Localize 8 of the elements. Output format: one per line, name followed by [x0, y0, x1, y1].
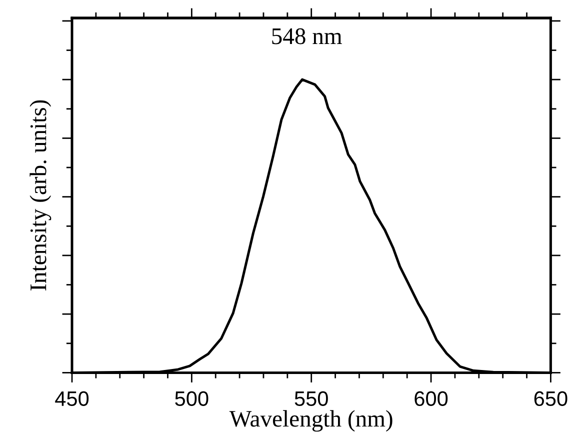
x-tick-label: 450 [55, 391, 89, 406]
y-axis-title: Intensity (arb. units) [30, 100, 52, 291]
x-tick-label: 550 [294, 391, 328, 406]
x-tick-label: 650 [534, 391, 568, 406]
x-tick-label: 600 [414, 391, 448, 406]
x-tick-label: 500 [175, 391, 208, 406]
x-axis-title: Wavelength (nm) [229, 410, 392, 432]
annotation: 548 nm [272, 28, 342, 44]
